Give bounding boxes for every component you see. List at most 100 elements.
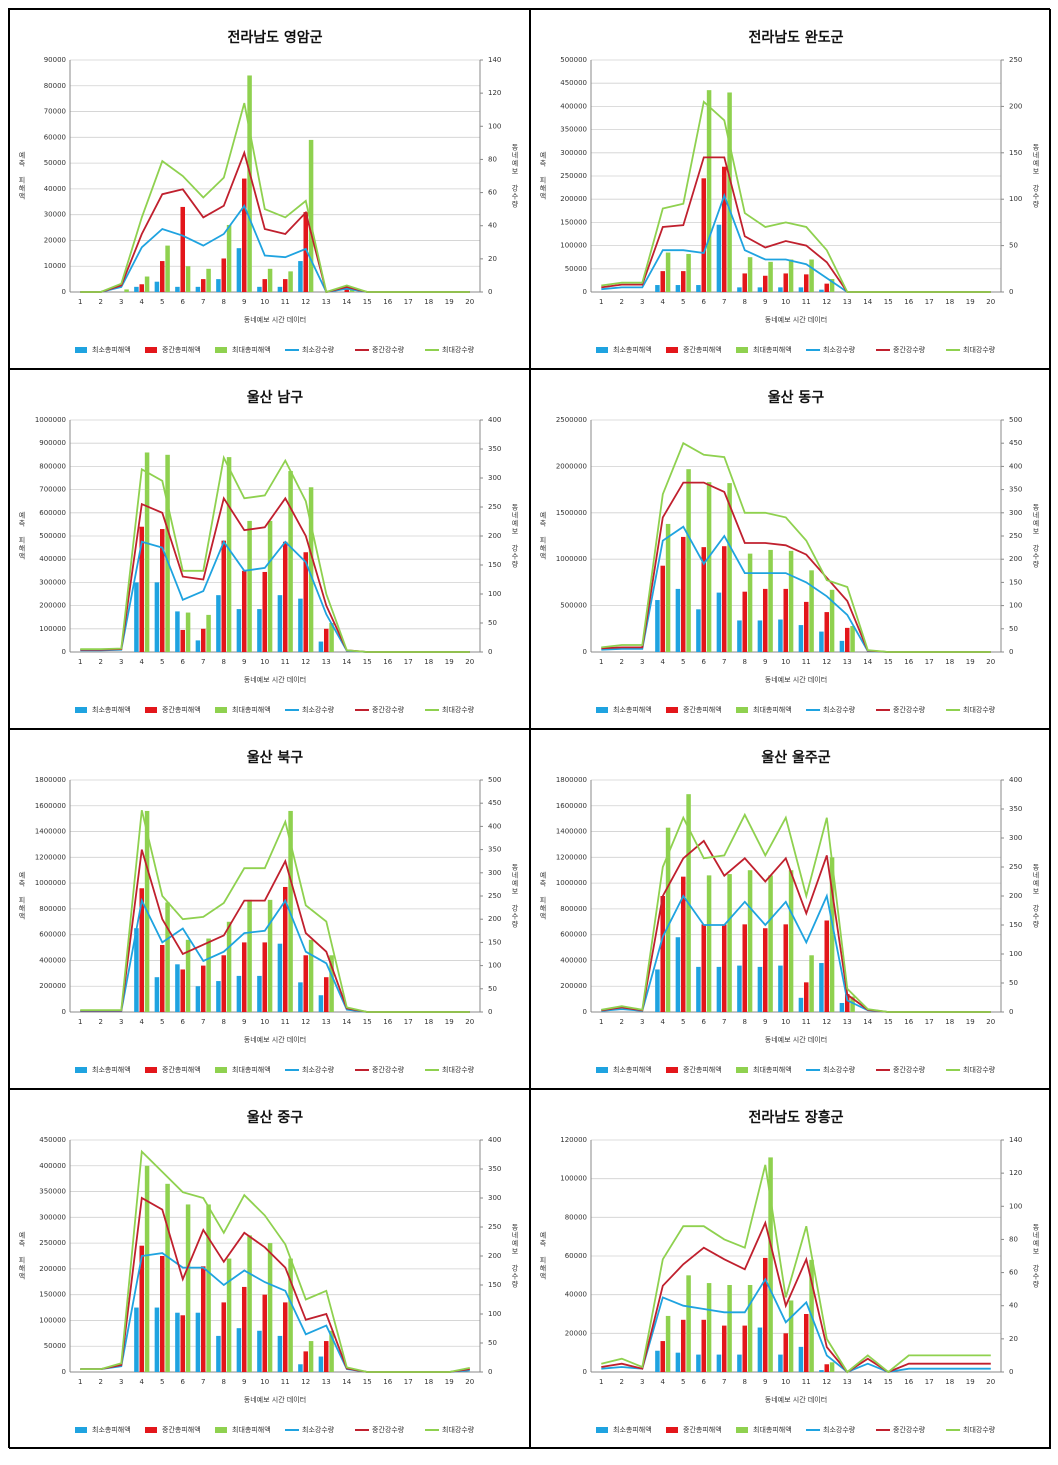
x-tick-label: 8 <box>743 298 747 306</box>
y2-tick-label: 150 <box>1009 149 1022 157</box>
x-tick-label: 9 <box>242 1378 246 1386</box>
x-tick-label: 14 <box>342 1018 351 1026</box>
bar <box>809 570 814 652</box>
x-axis-label: 동네예보 시간 데이터 <box>244 315 306 324</box>
chart-cell: 전라남도 장흥군 0 20000 40000 60000 80000 100000 12000… <box>530 1089 1051 1449</box>
bar <box>288 1258 293 1372</box>
bar <box>737 620 742 652</box>
x-tick-label: 17 <box>925 298 934 306</box>
x-tick-label: 3 <box>119 1378 123 1386</box>
bar <box>747 870 753 1012</box>
bar <box>221 258 227 292</box>
bar <box>206 268 211 292</box>
x-tick-label: 2 <box>620 1378 624 1386</box>
legend-label: 최대총피해액 <box>753 1425 792 1434</box>
x-tick-label: 15 <box>363 1378 372 1386</box>
bar <box>282 1302 288 1372</box>
y2-tick-label: 100 <box>1009 950 1022 958</box>
bar <box>282 541 288 652</box>
x-tick-label: 2 <box>99 1378 103 1386</box>
legend-label: 최대총피해액 <box>232 1065 271 1074</box>
bar <box>277 943 283 1012</box>
bar <box>675 1352 681 1372</box>
legend-swatch <box>596 707 608 713</box>
x-tick-label: 11 <box>802 1378 811 1386</box>
bar <box>144 1165 150 1372</box>
legend-swatch <box>666 1067 678 1073</box>
legend-label: 최대강수량 <box>442 705 475 714</box>
legend-swatch <box>736 347 748 353</box>
x-tick-label: 6 <box>702 298 707 306</box>
legend-label: 최소총피해액 <box>92 1425 131 1434</box>
legend-label: 최대강수량 <box>963 705 996 714</box>
y-tick-label: 40000 <box>565 1291 587 1299</box>
x-tick-label: 20 <box>986 658 995 666</box>
y2-tick-label: 50 <box>488 985 497 993</box>
bar <box>200 279 206 292</box>
x-tick-label: 15 <box>363 1018 372 1026</box>
y-tick-label: 80000 <box>44 82 66 90</box>
bar <box>277 595 283 652</box>
bar <box>206 1204 211 1372</box>
bar <box>175 964 180 1012</box>
x-tick-label: 17 <box>925 658 934 666</box>
y-tick-label: 1600000 <box>35 802 66 810</box>
bar <box>665 523 671 652</box>
y2-tick-label: 100 <box>488 590 501 598</box>
chart: 울산 중구 0 50000 100000 150000 200000 250000 30000… <box>18 1109 519 1434</box>
x-tick-label: 5 <box>160 1378 164 1386</box>
y-tick-label: 0 <box>62 648 66 656</box>
bar <box>850 626 855 652</box>
bar <box>768 875 773 1012</box>
x-tick-label: 20 <box>465 1378 474 1386</box>
x-tick-label: 20 <box>465 1018 474 1026</box>
y2-axis-label: 동네예보 강수량 <box>511 1224 519 1289</box>
legend-label: 최대총피해액 <box>232 345 271 354</box>
chart: 전라남도 완도군05000010000015000020000025000030… <box>539 29 1040 354</box>
y-tick-label: 0 <box>583 1008 587 1016</box>
bar <box>139 1245 145 1372</box>
y2-tick-label: 150 <box>488 561 501 569</box>
y2-tick-label: 0 <box>488 1008 492 1016</box>
bar <box>257 975 262 1012</box>
bar <box>686 253 691 292</box>
y-tick-label: 50000 <box>44 159 66 167</box>
y2-tick-label: 250 <box>1009 532 1022 540</box>
x-tick-label: 3 <box>640 1018 644 1026</box>
x-tick-label: 19 <box>445 658 454 666</box>
y-axis-label: 예측 피해액 <box>539 1231 547 1281</box>
bar <box>742 1325 748 1372</box>
x-tick-label: 5 <box>681 1018 685 1026</box>
bar <box>298 598 303 652</box>
x-tick-label: 1 <box>78 1018 82 1026</box>
bar <box>247 520 252 652</box>
y2-tick-label: 300 <box>1009 834 1022 842</box>
bar <box>803 274 809 292</box>
bar <box>134 582 139 652</box>
y-tick-label: 200000 <box>560 195 587 203</box>
legend-label: 중간강수량 <box>893 1425 926 1434</box>
bar <box>809 259 814 292</box>
x-tick-label: 19 <box>445 298 454 306</box>
x-tick-label: 10 <box>260 1378 269 1386</box>
y2-tick-label: 80 <box>1009 1235 1018 1243</box>
y2-tick-label: 450 <box>488 799 501 807</box>
y-tick-label: 500000 <box>560 56 587 64</box>
legend-label: 중간총피해액 <box>162 705 201 714</box>
legend-swatch <box>596 1067 608 1073</box>
y-tick-label: 2000000 <box>556 462 587 470</box>
line-series <box>601 812 991 1013</box>
line-series <box>80 897 470 1013</box>
bar <box>180 629 186 652</box>
legend-swatch <box>215 1427 227 1433</box>
x-tick-label: 12 <box>822 658 831 666</box>
x-tick-label: 19 <box>445 1378 454 1386</box>
chart-table: 전라남도 영암군 0 10000 20000 30000 40000 50000 60000 7… <box>8 8 1051 1449</box>
x-tick-label: 1 <box>599 658 603 666</box>
bar <box>850 996 855 1012</box>
x-tick-label: 8 <box>743 1018 747 1026</box>
x-tick-label: 8 <box>222 1018 226 1026</box>
y-tick-label: 200000 <box>39 982 66 990</box>
x-tick-label: 18 <box>945 1378 954 1386</box>
x-tick-label: 3 <box>640 298 644 306</box>
